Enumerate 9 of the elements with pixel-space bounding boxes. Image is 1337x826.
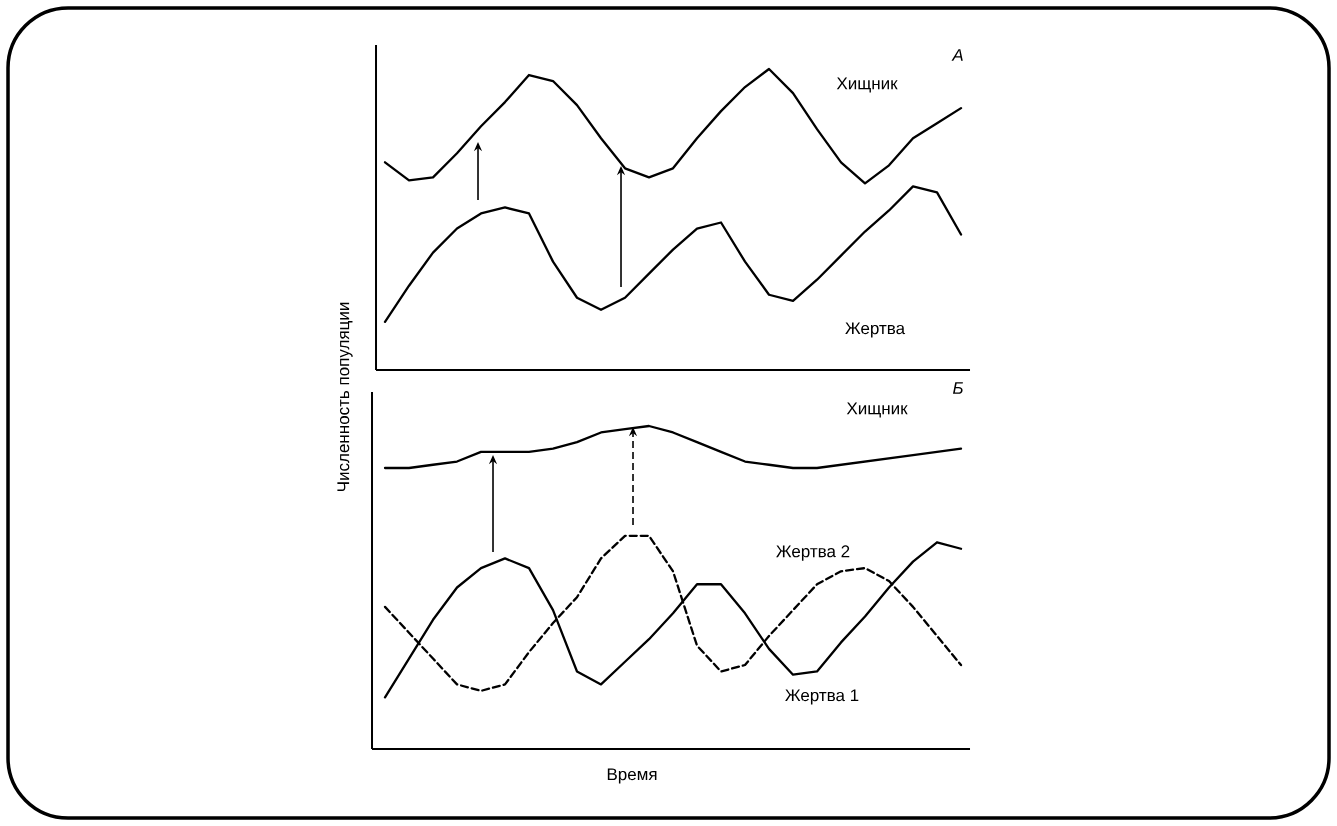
x-axis-title: Время xyxy=(607,768,657,784)
text: Хищник xyxy=(836,77,898,93)
text: А xyxy=(951,49,963,61)
text: Жертва xyxy=(845,322,906,338)
text: Хищник xyxy=(846,402,908,418)
series-label: Жертва 2 xyxy=(776,545,850,561)
series-label: Жертва 1 xyxy=(785,689,859,705)
text: Б xyxy=(953,382,963,394)
y-axis-title: Численность популяции xyxy=(337,302,353,491)
